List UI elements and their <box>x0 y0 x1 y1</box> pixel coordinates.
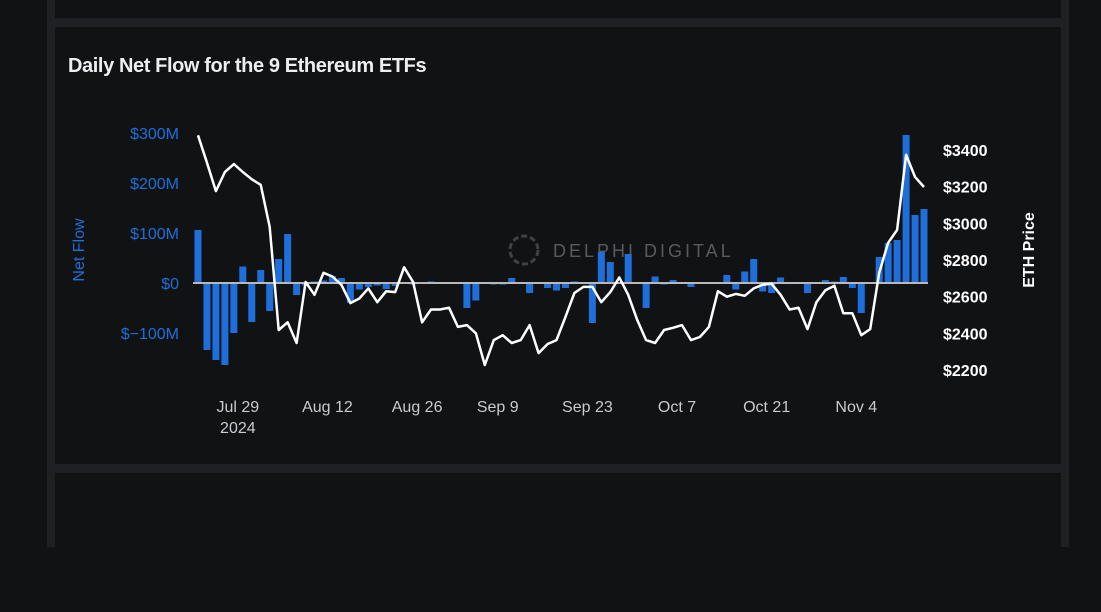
net-flow-bar <box>293 283 301 295</box>
net-flow-bar <box>759 283 767 292</box>
x-axis-tick-label: Sep 9 <box>477 399 519 416</box>
net-flow-bar <box>732 283 740 290</box>
x-axis-year-label: 2024 <box>220 420 256 437</box>
right-axis-tick-label: $2200 <box>943 363 988 380</box>
net-flow-bar <box>221 283 229 365</box>
net-flow-bar <box>687 283 695 287</box>
net-flow-bar <box>319 280 327 283</box>
net-flow-bar <box>248 283 256 322</box>
right-axis-tick-label: $2600 <box>943 290 988 307</box>
net-flow-bar <box>920 209 928 283</box>
card-divider-top <box>55 18 1061 27</box>
net-flow-bar <box>606 262 614 283</box>
delphi-digital-watermark <box>508 234 540 266</box>
right-axis-title: ETH Price <box>1021 212 1038 288</box>
x-axis-tick-label: Jul 29 <box>217 399 260 416</box>
net-flow-bar <box>257 270 265 283</box>
left-axis-tick-label: $200M <box>130 176 179 193</box>
x-axis-tick-label: Aug 12 <box>302 399 353 416</box>
net-flow-bar <box>884 243 892 283</box>
net-flow-bar <box>463 283 471 308</box>
net-flow-bar <box>284 234 292 283</box>
net-flow-bar <box>624 254 632 283</box>
net-flow-bar <box>239 266 247 283</box>
net-flow-bar <box>651 276 659 283</box>
right-axis-tick-label: $3000 <box>943 216 988 233</box>
x-axis-tick-label: Sep 23 <box>562 399 613 416</box>
net-flow-bar <box>472 283 480 301</box>
net-flow-bar <box>768 283 776 293</box>
net-flow-bar <box>902 135 910 283</box>
left-axis-tick-label: $−100M <box>121 326 179 343</box>
x-axis-tick-label: Nov 4 <box>835 399 877 416</box>
x-axis-tick-label: Oct 7 <box>658 399 696 416</box>
net-flow-bar <box>544 283 552 288</box>
left-axis-title: Net Flow <box>71 218 88 282</box>
net-flow-bar <box>723 275 731 283</box>
net-flow-bar <box>893 240 901 283</box>
net-flow-bar <box>212 283 220 360</box>
net-flow-bar <box>275 259 283 283</box>
eth-price-line <box>196 134 925 367</box>
net-flow-bar <box>741 271 749 283</box>
right-axis-tick-label: $2800 <box>943 253 988 270</box>
net-flow-bar <box>203 283 211 350</box>
net-flow-bar <box>911 215 919 283</box>
net-flow-bar <box>337 278 345 283</box>
x-axis-tick-label: Oct 21 <box>743 399 790 416</box>
net-flow-bar <box>777 277 785 283</box>
net-flow-bar <box>391 283 399 286</box>
right-axis-tick-label: $3400 <box>943 143 988 160</box>
net-flow-bar <box>821 280 829 283</box>
delphi-logo-icon <box>508 234 540 266</box>
net-flow-bar <box>750 259 758 283</box>
net-flow-bar <box>266 283 274 311</box>
net-flow-bar <box>382 283 390 289</box>
net-flow-bar <box>553 283 561 291</box>
left-axis-tick-label: $300M <box>130 126 179 143</box>
net-flow-bar <box>364 283 372 287</box>
left-axis-tick-label: $100M <box>130 226 179 243</box>
card-frame-right <box>1061 0 1069 547</box>
net-flow-bar <box>803 283 811 293</box>
net-flow-bar <box>508 278 516 283</box>
net-flow-bar <box>373 283 381 286</box>
net-flow-bar <box>597 252 605 283</box>
net-flow-bar <box>194 230 202 283</box>
net-flow-bar <box>642 283 650 308</box>
chart-title: Daily Net Flow for the 9 Ethereum ETFs <box>68 55 427 77</box>
x-axis-tick-label: Aug 26 <box>392 399 443 416</box>
net-flow-bar <box>669 280 677 283</box>
net-flow-bar <box>848 283 856 288</box>
watermark-text: DELPHI DIGITAL <box>553 241 734 261</box>
net-flow-bar <box>230 283 238 333</box>
card-frame-left <box>47 0 55 547</box>
net-flow-bar <box>857 283 865 313</box>
net-flow-bar <box>328 276 336 283</box>
net-flow-bar <box>588 283 596 323</box>
net-flow-bar <box>561 283 569 288</box>
net-flow-bar <box>839 277 847 283</box>
right-axis-tick-label: $3200 <box>943 180 988 197</box>
net-flow-bar <box>346 283 354 303</box>
right-axis-tick-label: $2400 <box>943 326 988 343</box>
net-flow-bar <box>526 283 534 293</box>
card-divider-bottom <box>55 464 1061 473</box>
net-flow-bar <box>355 283 363 290</box>
left-axis-tick-label: $0 <box>161 276 179 293</box>
